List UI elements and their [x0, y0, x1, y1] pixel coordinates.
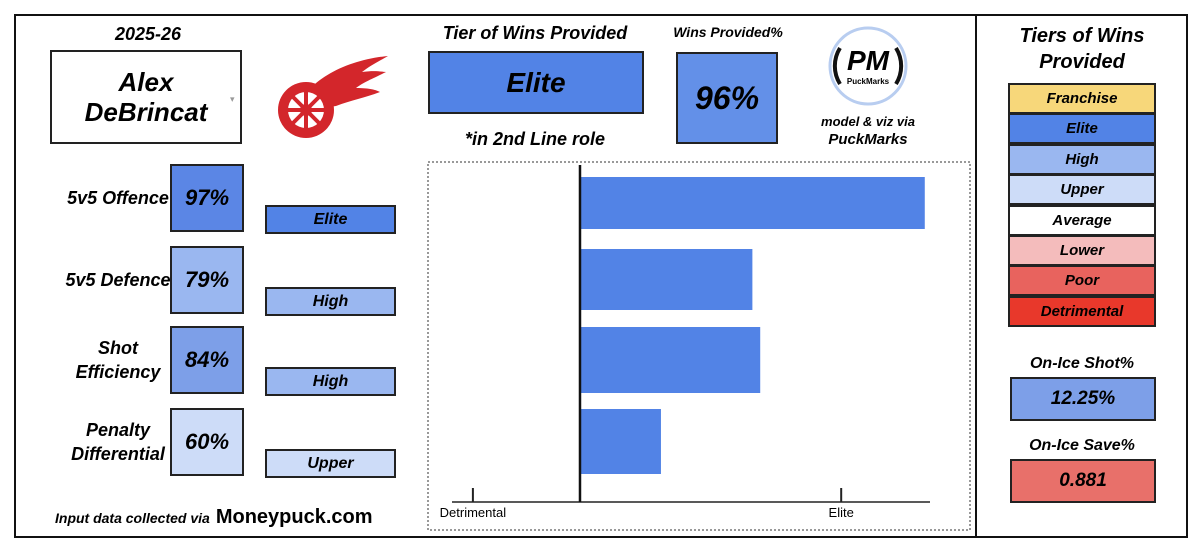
metric-pct: 97%	[170, 164, 244, 232]
tier-box: Elite	[428, 51, 644, 114]
x-tick-label: Detrimental	[440, 505, 507, 520]
divider	[975, 14, 977, 538]
metric-tier: High	[265, 287, 396, 316]
wins-value: 96%	[676, 52, 778, 144]
metric-pct: 60%	[170, 408, 244, 476]
x-tick-label: Elite	[829, 505, 854, 520]
metric-tier: Elite	[265, 205, 396, 234]
season: 2025-26	[114, 23, 182, 44]
footer-source: Moneypuck.com	[215, 506, 373, 528]
metric-pct: 79%	[170, 246, 244, 314]
wins-title: Wins Provided%	[673, 24, 783, 40]
logo-initials: PM	[847, 45, 890, 76]
metric-pct: 84%	[170, 326, 244, 394]
legend-item: High	[1008, 143, 1156, 175]
bar	[579, 177, 925, 229]
metric-label: Shot Efficiency	[75, 338, 161, 382]
legend-item: Lower	[1008, 235, 1156, 266]
player-name: Alex DeBrincat	[84, 67, 208, 127]
team-logo	[278, 56, 388, 138]
legend-item: Elite	[1008, 113, 1156, 145]
legend-item: Average	[1008, 204, 1156, 236]
legend-item: Detrimental	[1008, 295, 1156, 327]
role-note: *in 2nd Line role	[464, 128, 606, 149]
on-ice-title: On-Ice Save%	[1029, 437, 1135, 454]
bar-chart: Detrimental Elite	[427, 161, 971, 531]
dropdown-arrow: ▾	[230, 94, 235, 104]
bar	[579, 327, 761, 393]
bar	[579, 409, 661, 474]
credit-name: PuckMarks	[828, 130, 908, 148]
metric-tier: High	[265, 367, 396, 396]
tier-title: Tier of Wins Provided	[442, 22, 628, 43]
legend-item: Upper	[1008, 174, 1156, 206]
on-ice-value: 0.881	[1010, 459, 1156, 503]
chart-border	[427, 161, 971, 531]
legend-title: Tiers of Wins Provided	[1019, 25, 1145, 73]
metric-label: 5v5 Defence	[65, 270, 171, 290]
legend-item: Franchise	[1008, 83, 1156, 114]
metric-tier: Upper	[265, 449, 396, 478]
footer: Input data collected via Moneypuck.com	[55, 506, 415, 532]
frame	[14, 14, 1188, 538]
on-ice-value: 12.25%	[1010, 377, 1156, 421]
player-select[interactable]: Alex DeBrincat ▾	[50, 50, 242, 144]
on-ice-title: On-Ice Shot%	[1029, 355, 1134, 372]
logo-name: PuckMarks	[847, 77, 890, 86]
metric-label: 5v5 Offence	[67, 188, 169, 208]
puckmarks-logo: PM PuckMarks	[828, 26, 908, 106]
legend-item: Poor	[1008, 265, 1156, 297]
footer-text: Input data collected via	[55, 510, 210, 526]
bar	[579, 249, 753, 310]
metric-label: Penalty Differential	[71, 420, 165, 464]
credit-line: model & viz via	[821, 113, 915, 129]
